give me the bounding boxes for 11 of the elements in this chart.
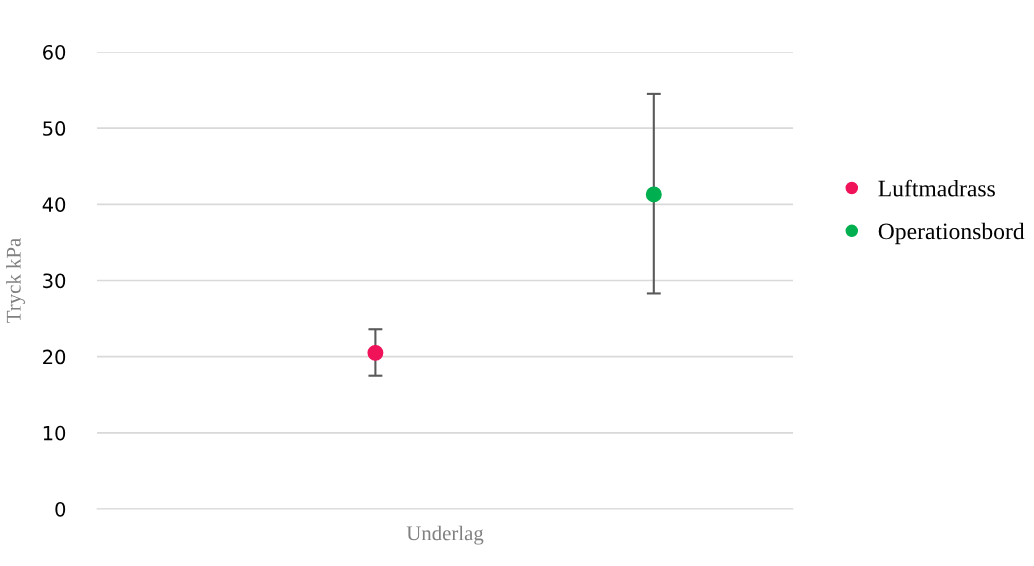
- y-tick-label: 10: [43, 425, 66, 441]
- y-tick-label: 30: [43, 273, 66, 289]
- y-tick-label: 0: [55, 501, 66, 517]
- legend-label: Luftmadrass: [878, 179, 995, 197]
- legend-label: Operationsbord: [878, 222, 1025, 245]
- y-tick-label: 50: [43, 121, 66, 136]
- x-axis-title: Underlag: [406, 525, 484, 545]
- y-tick-label: 20: [43, 349, 66, 365]
- y-axis-title: Tryck kPa: [6, 238, 26, 323]
- y-tick-label: 60: [43, 44, 66, 60]
- y-tick-label: 40: [42, 197, 66, 212]
